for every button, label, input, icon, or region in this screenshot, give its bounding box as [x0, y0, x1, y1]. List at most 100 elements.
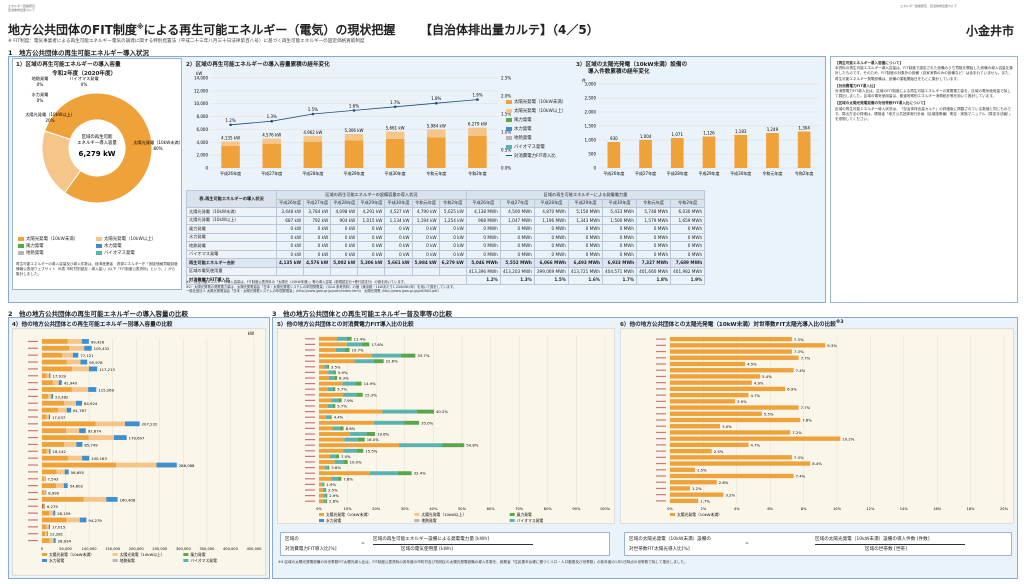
- x-tick-label: 100%: [600, 507, 611, 511]
- section2-sub: 4）他の地方公共団体との再生可能エネルギー別導入容量の比較: [12, 322, 173, 328]
- table-row-ratio: 対消費電力FIT導入比 1.2% 1.3% 1.5% 1.6% 1.7% 1.8% 1.9%: [186, 275, 706, 285]
- legend-item: 風力発電: [18, 243, 96, 250]
- table-cell: 1,194 kW: [411, 215, 440, 225]
- bar-segment: [319, 381, 343, 386]
- bar-segment: [366, 432, 376, 436]
- bar-value-label: 7.3%: [794, 349, 804, 354]
- region-name-mark: [305, 377, 315, 379]
- bar-segment: [319, 353, 373, 358]
- bar-total-label: 4,962 kW: [303, 130, 322, 135]
- region-name-mark: [656, 456, 666, 458]
- bar-value-label: 100,163: [91, 456, 107, 461]
- bar-segment: [88, 387, 97, 392]
- x-tick-label: 令和元年度: [426, 170, 446, 176]
- bar-value-label: 18,142: [53, 449, 67, 454]
- bar-segment: [67, 455, 83, 461]
- y2-tick-label: 2.0%: [501, 94, 511, 99]
- region-name-mark: [28, 347, 38, 349]
- region-name-mark: [656, 394, 666, 396]
- bar: [670, 368, 794, 373]
- bar-segment: [343, 460, 348, 464]
- ratio-label: 1.7%: [390, 100, 400, 105]
- pie-center-value: 6,279 kW: [79, 150, 116, 158]
- bar-segment: [330, 454, 337, 459]
- table-cell: 0 kW: [330, 232, 359, 242]
- region-name-mark: [28, 409, 38, 411]
- ratio-label: 1.9%: [472, 93, 482, 98]
- table-cell: 0 kW: [411, 249, 440, 259]
- table-cell: 1,579 MWh: [636, 215, 672, 225]
- table-cell: 5,661 kW: [384, 258, 413, 268]
- bar-value-label: 16.0%: [367, 437, 379, 442]
- table-year-header: 平成26年度: [275, 198, 305, 208]
- bar-segment: [83, 496, 107, 502]
- region-name-mark: [28, 464, 38, 466]
- bar-segment: [42, 373, 47, 379]
- table-cell: 0 MWh: [465, 249, 501, 259]
- region-name-mark: [305, 405, 315, 407]
- bar-segment: [42, 469, 57, 475]
- bar-segment: [331, 398, 339, 403]
- x-tick-label: 400,000: [223, 547, 239, 551]
- region-name-mark: [305, 427, 315, 429]
- x-tick-label: 平成26年度: [220, 170, 241, 176]
- bar-segment: [319, 454, 331, 459]
- pie-center-label: エネルギー導入容量: [77, 139, 117, 146]
- region-name-mark: [305, 399, 315, 401]
- table-cell: 6,030 MWh: [670, 207, 706, 217]
- legend-swatch: [506, 126, 512, 131]
- y-tick-label: 6,000: [197, 127, 209, 132]
- y-tick-label: 2,500: [585, 96, 597, 101]
- y-tick-label: 14,000: [194, 76, 208, 81]
- table-notes: ※1：再生可能エネルギーの導入容量は、FIT制度公表資料の「太陽光（10kW未満…: [186, 280, 457, 294]
- table-cell: 0 MWh: [567, 224, 604, 234]
- legend-swatch: [414, 519, 420, 522]
- bar-value-label: 1.7%: [700, 499, 710, 504]
- bar-segment: [327, 465, 330, 470]
- region-name-mark: [28, 340, 38, 343]
- bar: [670, 405, 799, 410]
- bar: [670, 467, 696, 472]
- table-cell: 4,870 MWh: [533, 207, 569, 217]
- bar-segment: [88, 435, 114, 440]
- region-name-mark: [28, 478, 38, 480]
- count-label: 1,071: [672, 132, 684, 137]
- bar-segment: [319, 499, 324, 504]
- region-name-mark: [656, 469, 666, 471]
- bar-value-label: 8.6%: [346, 426, 356, 431]
- table-cell: [411, 266, 440, 276]
- legend-item: 風力発電: [506, 116, 566, 125]
- region-name-mark: [656, 338, 666, 340]
- table-cell: 0 MWh: [533, 232, 569, 242]
- region-name-mark: [28, 443, 38, 446]
- table-cell: 0 kW: [438, 241, 467, 251]
- bar-segment: [319, 364, 325, 369]
- table-cell: 0 kW: [303, 249, 332, 259]
- bar-segment: [42, 483, 57, 489]
- bar-segment: [42, 421, 96, 427]
- table-cell: 0 kW: [384, 224, 413, 234]
- legend-label: 水力発電: [49, 558, 64, 563]
- pie-slice: [44, 92, 153, 204]
- legend-swatch: [18, 250, 24, 255]
- table-cell: 0 MWh: [636, 224, 672, 234]
- bar-segment: [325, 488, 327, 492]
- bar-segment: [76, 400, 83, 406]
- bar-segment: [42, 442, 65, 447]
- region-name-mark: [656, 382, 666, 384]
- bar-segment: [319, 426, 333, 431]
- table-cell: 4,576 kW: [303, 258, 332, 268]
- table-cell: 0 kW: [411, 232, 440, 242]
- region-name-mark: [305, 416, 315, 418]
- bar-value-label: 5.7%: [337, 387, 347, 392]
- bar: [670, 455, 792, 460]
- bar-segment: [67, 339, 82, 344]
- region-name-mark: [656, 388, 666, 390]
- capacity-chart: 0 2,000 4,000 6,000 8,000 10,000 12,000 14,000 0…: [194, 71, 511, 176]
- bar-segment: [332, 387, 336, 392]
- table-cell: 4,500 MWh: [499, 207, 535, 217]
- legend-item: 地熱発電: [506, 134, 566, 143]
- bar-segment: [339, 426, 344, 431]
- table-cell: 6,933 MWh: [602, 258, 638, 268]
- bar-segment: [303, 141, 323, 168]
